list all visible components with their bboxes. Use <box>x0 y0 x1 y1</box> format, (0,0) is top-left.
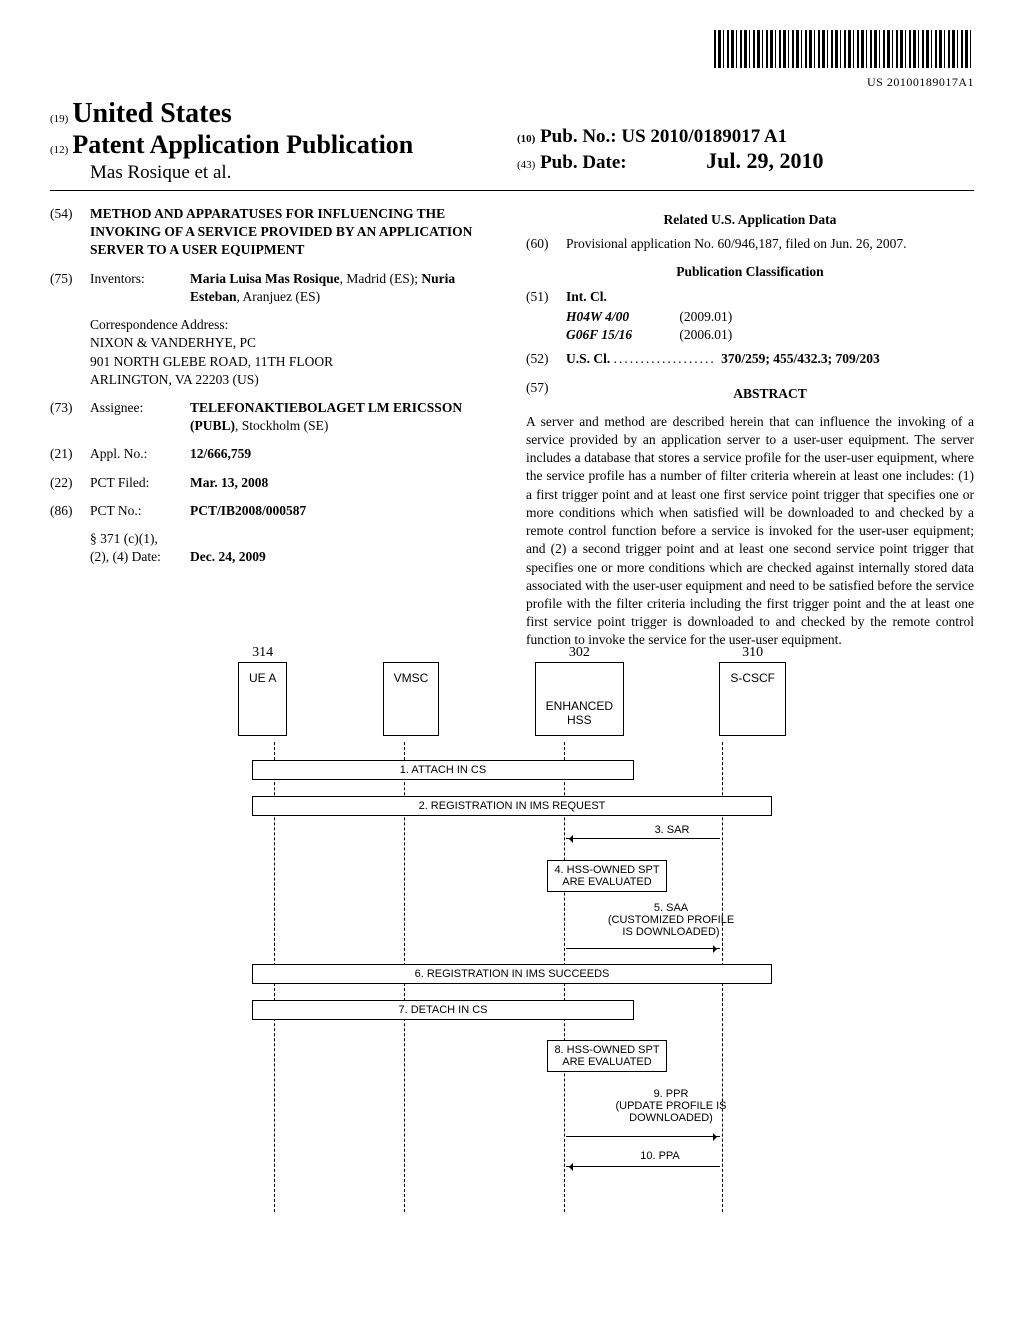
intcl-row-1: H04W 4/00 (2009.01) <box>566 308 974 326</box>
diagram-lanes: 1. ATTACH IN CS 2. REGISTRATION IN IMS R… <box>232 742 792 1212</box>
intcl-label: Int. Cl. <box>566 288 974 306</box>
msg-2: 2. REGISTRATION IN IMS REQUEST <box>252 796 772 816</box>
msg-5: 5. SAA (CUSTOMIZED PROFILE IS DOWNLOADED… <box>586 902 756 938</box>
field-86: (86) PCT No.: PCT/IB2008/000587 <box>50 502 498 520</box>
pctno-value: PCT/IB2008/000587 <box>190 502 498 520</box>
sequence-diagram: 314 UE A VMSC 302 ENHANCED HSS 310 S-CSC… <box>232 662 792 1212</box>
field-code-75: (75) <box>50 270 90 306</box>
field-code-21: (21) <box>50 445 90 463</box>
field-code-60: (60) <box>526 235 566 253</box>
msg-1: 1. ATTACH IN CS <box>252 760 634 780</box>
pubdate-value: Jul. 29, 2010 <box>706 148 823 173</box>
correspondence-label: Correspondence Address: <box>90 316 498 334</box>
related-data-heading: Related U.S. Application Data <box>526 211 974 229</box>
assignee-label: Assignee: <box>90 399 190 435</box>
field-code-57: (57) <box>526 379 566 409</box>
left-column: (54) METHOD AND APPARATUSES FOR INFLUENC… <box>50 205 498 650</box>
node-ue-a: 314 UE A <box>238 662 287 736</box>
node-enhanced-hss: 302 ENHANCED HSS <box>535 662 624 736</box>
right-column: Related U.S. Application Data (60) Provi… <box>526 205 974 650</box>
applno-value: 12/666,759 <box>190 445 498 463</box>
node-label-314: 314 <box>252 645 273 661</box>
pctno-label: PCT No.: <box>90 502 190 520</box>
assignee-value: TELEFONAKTIEBOLAGET LM ERICSSON (PUBL), … <box>190 399 498 435</box>
header-right: (10) Pub. No.: US 2010/0189017 A1 (43) P… <box>507 98 974 184</box>
intcl-year-1: (2009.01) <box>679 308 732 326</box>
field-code-54: (54) <box>50 205 90 260</box>
abstract-text: A server and method are described herein… <box>526 413 974 650</box>
field-51: (51) Int. Cl. <box>526 288 974 306</box>
msg-7: 7. DETACH IN CS <box>252 1000 634 1020</box>
field-code-51: (51) <box>526 288 566 306</box>
arrow-3 <box>566 838 720 839</box>
s371-label: § 371 (c)(1), (2), (4) Date: <box>90 530 190 566</box>
field-code-10: (10) <box>517 133 535 145</box>
pubno-value: US 2010/0189017 A1 <box>621 126 787 147</box>
inventors-value: Maria Luisa Mas Rosique, Madrid (ES); Nu… <box>190 270 498 306</box>
field-code-22: (22) <box>50 474 90 492</box>
s371-value: Dec. 24, 2009 <box>190 548 498 566</box>
abstract-heading: ABSTRACT <box>566 385 974 403</box>
provisional-value: Provisional application No. 60/946,187, … <box>566 235 974 253</box>
diagram-nodes: 314 UE A VMSC 302 ENHANCED HSS 310 S-CSC… <box>232 662 792 736</box>
field-21: (21) Appl. No.: 12/666,759 <box>50 445 498 463</box>
msg-8: 8. HSS-OWNED SPT ARE EVALUATED <box>547 1040 667 1072</box>
arrow-10 <box>566 1166 720 1167</box>
barcode-graphic <box>714 30 974 68</box>
invention-title: METHOD AND APPARATUSES FOR INFLUENCING T… <box>90 205 498 260</box>
field-code-19: (19) <box>50 113 68 125</box>
intcl-year-2: (2006.01) <box>679 326 732 344</box>
pub-class-heading: Publication Classification <box>526 263 974 281</box>
barcode-number: US 20100189017A1 <box>50 75 974 90</box>
field-60: (60) Provisional application No. 60/946,… <box>526 235 974 253</box>
publication-header: (19) United States (12) Patent Applicati… <box>50 98 974 191</box>
barcode-block: US 20100189017A1 <box>50 30 974 90</box>
field-code-12: (12) <box>50 144 68 156</box>
field-73: (73) Assignee: TELEFONAKTIEBOLAGET LM ER… <box>50 399 498 435</box>
arrow-9 <box>566 1136 720 1137</box>
pubdate-label: Pub. Date: <box>540 152 627 173</box>
node-label-302: 302 <box>569 645 590 661</box>
field-52: (52) U.S. Cl. ................... 370/25… <box>526 350 974 368</box>
header-left: (19) United States (12) Patent Applicati… <box>50 98 507 184</box>
field-57: (57) ABSTRACT <box>526 379 974 409</box>
pctfiled-value: Mar. 13, 2008 <box>190 474 498 492</box>
node-s-cscf: 310 S-CSCF <box>719 662 786 736</box>
field-86b: § 371 (c)(1), (2), (4) Date: Dec. 24, 20… <box>50 530 498 566</box>
msg-6: 6. REGISTRATION IN IMS SUCCEEDS <box>252 964 772 984</box>
applno-label: Appl. No.: <box>90 445 190 463</box>
correspondence-block: Correspondence Address: NIXON & VANDERHY… <box>90 316 498 389</box>
uscl-line: U.S. Cl. ................... 370/259; 45… <box>566 350 974 368</box>
msg-10: 10. PPA <box>620 1150 700 1162</box>
correspondence-line-1: NIXON & VANDERHYE, PC <box>90 334 498 352</box>
inventors-label: Inventors: <box>90 270 190 306</box>
msg-3: 3. SAR <box>632 824 712 836</box>
publication-type: Patent Application Publication <box>72 130 413 159</box>
field-75: (75) Inventors: Maria Luisa Mas Rosique,… <box>50 270 498 306</box>
node-vmsc: VMSC <box>383 662 440 736</box>
field-code-43: (43) <box>517 159 535 171</box>
msg-9: 9. PPR (UPDATE PROFILE IS DOWNLOADED) <box>586 1088 756 1124</box>
pubno-label: Pub. No.: <box>540 126 617 147</box>
authors-line: Mas Rosique et al. <box>50 162 507 184</box>
country-name: United States <box>72 98 231 129</box>
correspondence-line-3: ARLINGTON, VA 22203 (US) <box>90 371 498 389</box>
field-code-52: (52) <box>526 350 566 368</box>
bibliographic-columns: (54) METHOD AND APPARATUSES FOR INFLUENC… <box>50 205 974 650</box>
correspondence-line-2: 901 NORTH GLEBE ROAD, 11TH FLOOR <box>90 353 498 371</box>
field-code-86: (86) <box>50 502 90 520</box>
field-code-73: (73) <box>50 399 90 435</box>
node-label-310: 310 <box>742 645 763 661</box>
arrow-5 <box>566 948 720 949</box>
field-22: (22) PCT Filed: Mar. 13, 2008 <box>50 474 498 492</box>
intcl-code-1: H04W 4/00 <box>566 308 676 326</box>
field-54: (54) METHOD AND APPARATUSES FOR INFLUENC… <box>50 205 498 260</box>
intcl-code-2: G06F 15/16 <box>566 326 676 344</box>
pctfiled-label: PCT Filed: <box>90 474 190 492</box>
msg-4: 4. HSS-OWNED SPT ARE EVALUATED <box>547 860 667 892</box>
intcl-row-2: G06F 15/16 (2006.01) <box>566 326 974 344</box>
